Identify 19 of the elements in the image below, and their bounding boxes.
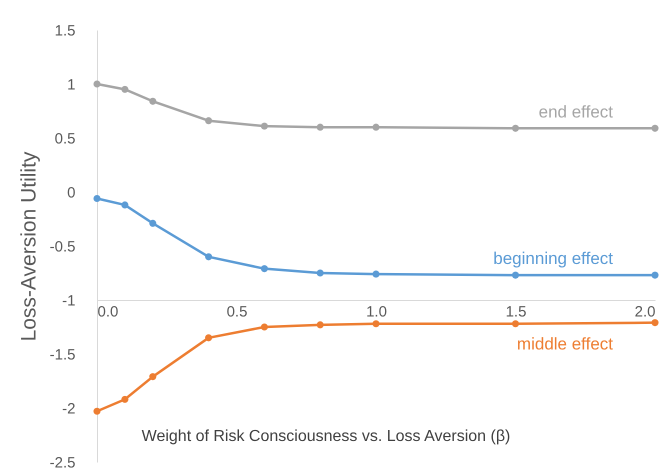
x-tick-label: 1.0 bbox=[366, 304, 387, 320]
x-axis-title: Weight of Risk Consciousness vs. Loss Aversion (β) bbox=[142, 428, 510, 445]
x-tick-label: 1.5 bbox=[506, 304, 526, 320]
y-tick-label: 1 bbox=[67, 76, 76, 94]
series-label: beginning effect bbox=[493, 249, 614, 268]
y-tick-label: -0.5 bbox=[50, 238, 76, 256]
x-tick-label: 0.5 bbox=[226, 304, 248, 320]
y-tick-label: 1.5 bbox=[54, 22, 76, 40]
series-label: end effect bbox=[538, 102, 614, 122]
y-tick-label: -2 bbox=[62, 400, 76, 418]
y-tick-label: 0 bbox=[67, 184, 76, 202]
series-label: middle effect bbox=[516, 334, 614, 354]
x-tick-label: 2.0 bbox=[634, 304, 656, 320]
y-tick-label: -2.5 bbox=[50, 454, 76, 472]
x-tick-label: 0.0 bbox=[98, 304, 118, 320]
y-tick-label: 0.5 bbox=[54, 130, 76, 148]
y-axis-title: Loss-Aversion Utility bbox=[18, 151, 41, 342]
y-tick-label: -1.5 bbox=[50, 346, 76, 364]
y-tick-label: -1 bbox=[62, 292, 76, 310]
